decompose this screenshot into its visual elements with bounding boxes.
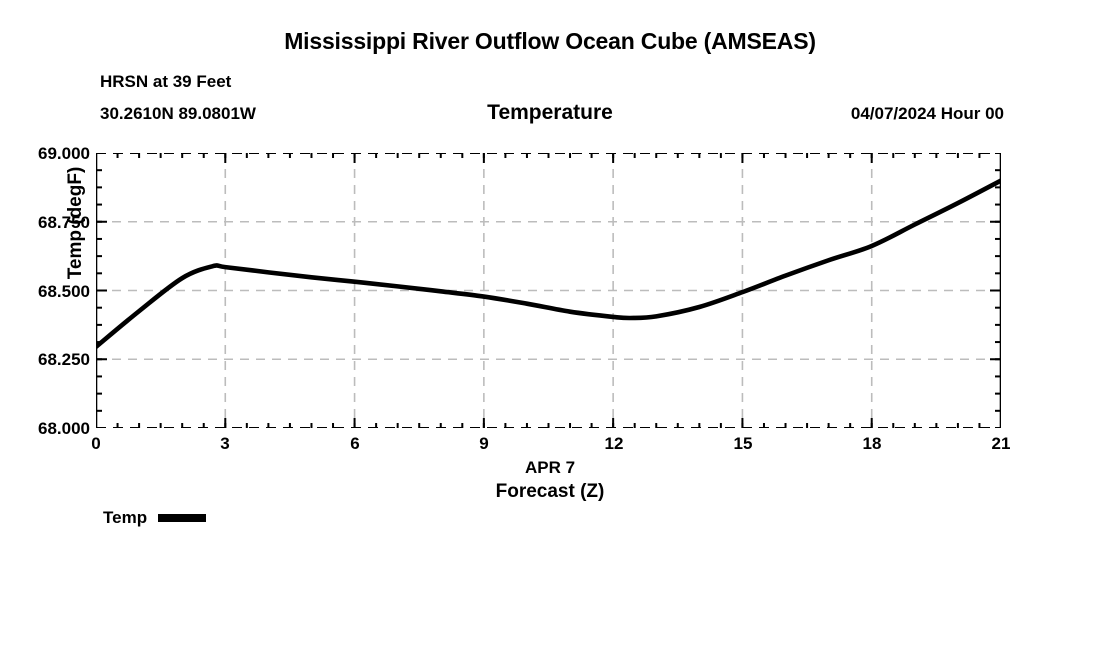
x-axis-tick-label: 21 <box>991 434 1011 453</box>
x-axis-tick-label: 15 <box>733 434 753 453</box>
x-axis-tick-label: 18 <box>862 434 882 453</box>
x-axis-tick-label: 0 <box>91 434 101 453</box>
y-axis-tick-label: 68.500 <box>0 282 90 302</box>
gridlines <box>96 153 1001 428</box>
legend-color-swatch-temp <box>158 514 207 522</box>
chart-svg <box>96 153 1001 428</box>
y-axis-tick-label: 68.250 <box>0 350 90 370</box>
data-series-temp-line <box>96 178 1001 350</box>
legend-label-temp: Temp <box>103 508 148 527</box>
page-title-top: Mississippi River Outflow Ocean Cube (AM… <box>284 28 816 54</box>
y-axis-tick-label: 68.750 <box>0 213 90 233</box>
x-axis-tick-label: 9 <box>479 434 489 453</box>
y-tick-text: 69.000 <box>38 144 90 163</box>
y-tick-text: 68.750 <box>38 213 90 232</box>
y-tick-text: 68.000 <box>38 419 90 438</box>
x-axis-title: Forecast (Z) <box>495 481 605 502</box>
variable-title: Temperature <box>487 101 613 124</box>
axis-major-ticks <box>96 153 1001 428</box>
station-coordinates-label: 30.2610N 89.0801W <box>100 104 256 123</box>
y-axis-tick-label: 68.000 <box>0 419 90 439</box>
forecast-datetime-label: 04/07/2024 Hour 00 <box>850 104 1004 123</box>
y-tick-text: 68.500 <box>38 282 90 301</box>
x-axis-day-label: APR 7 <box>524 458 576 477</box>
y-tick-text: 68.250 <box>38 350 90 369</box>
x-axis-tick-label: 12 <box>604 434 624 453</box>
chart-legend: Temp <box>103 508 207 528</box>
station-depth-label: HRSN at 39 Feet <box>100 72 232 91</box>
x-axis-tick-label: 6 <box>350 434 360 453</box>
chart-plot-area <box>96 153 1001 428</box>
y-axis-tick-label: 69.000 <box>0 144 90 164</box>
x-axis-tick-label: 3 <box>220 434 230 453</box>
